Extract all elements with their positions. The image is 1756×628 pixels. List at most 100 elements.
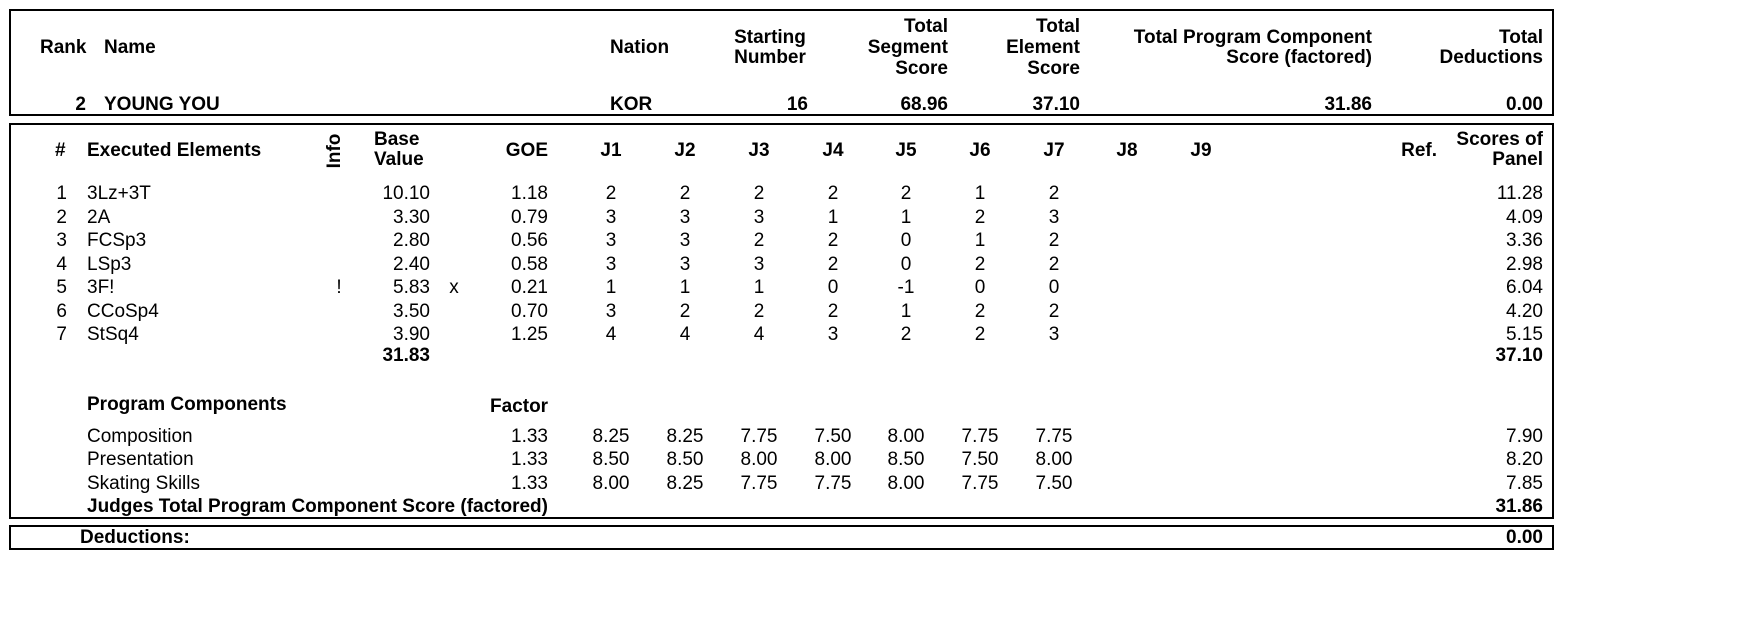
component-judge-j3: 7.75 (740, 473, 778, 494)
name-label: Name (104, 37, 156, 58)
component-judge-j6: 7.50 (961, 449, 999, 470)
base-value-total: 31.83 (382, 345, 430, 366)
component-judge-j7: 7.50 (1035, 473, 1073, 494)
deductions-header-value: 0.00 (1506, 94, 1543, 115)
element-goe: 0.21 (511, 277, 548, 298)
segment-score-label-1: Total (904, 16, 948, 37)
rank-value: 2 (75, 94, 86, 115)
segment-score-label-2: Segment (867, 37, 948, 58)
pcs-value: 31.86 (1324, 94, 1372, 115)
component-judge-j2: 8.25 (666, 426, 704, 447)
rank-label: Rank (40, 37, 87, 58)
component-judge-j3: 8.00 (740, 449, 778, 470)
component-judge-j6: 7.75 (961, 473, 999, 494)
pcs-label-1: Total Program Component (1133, 27, 1372, 48)
element-judge-j5: 1 (900, 207, 912, 228)
element-number: 6 (56, 301, 67, 322)
element-base-value: 2.40 (393, 254, 430, 275)
ref-header: Ref. (1401, 140, 1437, 161)
element-name: FCSp3 (87, 230, 147, 251)
element-judge-j2: 2 (679, 301, 691, 322)
component-judge-j1: 8.25 (592, 426, 630, 447)
component-judge-j5: 8.00 (887, 473, 925, 494)
element-panel-score: 6.04 (1506, 277, 1543, 298)
component-judge-j4: 8.00 (814, 449, 852, 470)
element-judge-j7: 3 (1048, 207, 1060, 228)
base-value-header-1: Base (374, 129, 420, 150)
deductions-box (9, 525, 1554, 550)
element-number-header: # (55, 140, 66, 161)
element-judge-j5: 1 (900, 301, 912, 322)
element-info: ! (336, 277, 342, 298)
component-name: Skating Skills (87, 473, 200, 494)
component-judge-j7: 8.00 (1035, 449, 1073, 470)
element-score-label-3: Score (1027, 58, 1080, 79)
component-name: Composition (87, 426, 193, 447)
component-panel-score: 7.85 (1506, 473, 1543, 494)
element-judge-j2: 2 (679, 183, 691, 204)
element-judge-j4: 2 (827, 183, 839, 204)
nation-label: Nation (610, 37, 670, 58)
element-judge-j7: 0 (1048, 277, 1060, 298)
element-judge-j6: 2 (974, 301, 986, 322)
element-base-value: 3.90 (393, 324, 430, 345)
component-panel-score: 7.90 (1506, 426, 1543, 447)
element-name: CCoSp4 (87, 301, 159, 322)
element-name: StSq4 (87, 324, 139, 345)
executed-elements-header: Executed Elements (87, 140, 262, 161)
scores-of-panel-header-1: Scores of (1456, 129, 1543, 150)
element-name: 3Lz+3T (87, 183, 151, 204)
element-base-mark: x (449, 277, 459, 298)
judge-header-j6: J6 (969, 140, 991, 161)
panel-score-total: 37.10 (1495, 345, 1543, 366)
component-judge-j2: 8.25 (666, 473, 704, 494)
program-components-title: Program Components (87, 394, 287, 415)
component-judge-j3: 7.75 (740, 426, 778, 447)
element-judge-j2: 3 (679, 254, 691, 275)
component-name: Presentation (87, 449, 194, 470)
judges-total-pcs-value: 31.86 (1495, 496, 1543, 517)
element-judge-j1: 2 (605, 183, 617, 204)
component-judge-j1: 8.50 (592, 449, 630, 470)
element-goe: 0.79 (511, 207, 548, 228)
element-judge-j1: 1 (605, 277, 617, 298)
segment-score-value: 68.96 (900, 94, 948, 115)
element-goe: 0.58 (511, 254, 548, 275)
element-judge-j3: 1 (753, 277, 765, 298)
element-judge-j3: 3 (753, 254, 765, 275)
element-base-value: 3.50 (393, 301, 430, 322)
component-judge-j4: 7.75 (814, 473, 852, 494)
element-number: 2 (56, 207, 67, 228)
element-judge-j2: 1 (679, 277, 691, 298)
component-judge-j1: 8.00 (592, 473, 630, 494)
element-judge-j4: 3 (827, 324, 839, 345)
element-judge-j4: 1 (827, 207, 839, 228)
element-judge-j2: 4 (679, 324, 691, 345)
deductions-value: 0.00 (1506, 527, 1543, 548)
element-number: 1 (56, 183, 67, 204)
element-name: LSp3 (87, 254, 132, 275)
element-score-label-1: Total (1036, 16, 1080, 37)
component-judge-j4: 7.50 (814, 426, 852, 447)
pcs-label-2: Score (factored) (1226, 47, 1372, 68)
info-header: Info (324, 133, 345, 169)
component-panel-score: 8.20 (1506, 449, 1543, 470)
element-judge-j1: 4 (605, 324, 617, 345)
element-judge-j4: 2 (827, 301, 839, 322)
element-panel-score: 4.20 (1506, 301, 1543, 322)
element-judge-j6: 0 (974, 277, 986, 298)
element-number: 5 (56, 277, 67, 298)
element-goe: 1.18 (511, 183, 548, 204)
element-name: 2A (87, 207, 111, 228)
element-judge-j5: 2 (900, 183, 912, 204)
element-judge-j3: 4 (753, 324, 765, 345)
element-panel-score: 11.28 (1496, 183, 1543, 204)
element-judge-j4: 2 (827, 254, 839, 275)
base-value-header-2: Value (374, 149, 424, 170)
judge-header-j7: J7 (1043, 140, 1065, 161)
element-judge-j3: 2 (753, 301, 765, 322)
starting-number-label-1: Starting (734, 27, 806, 48)
element-score-value: 37.10 (1032, 94, 1080, 115)
element-goe: 0.56 (511, 230, 548, 251)
deductions-label: Deductions: (80, 527, 190, 548)
